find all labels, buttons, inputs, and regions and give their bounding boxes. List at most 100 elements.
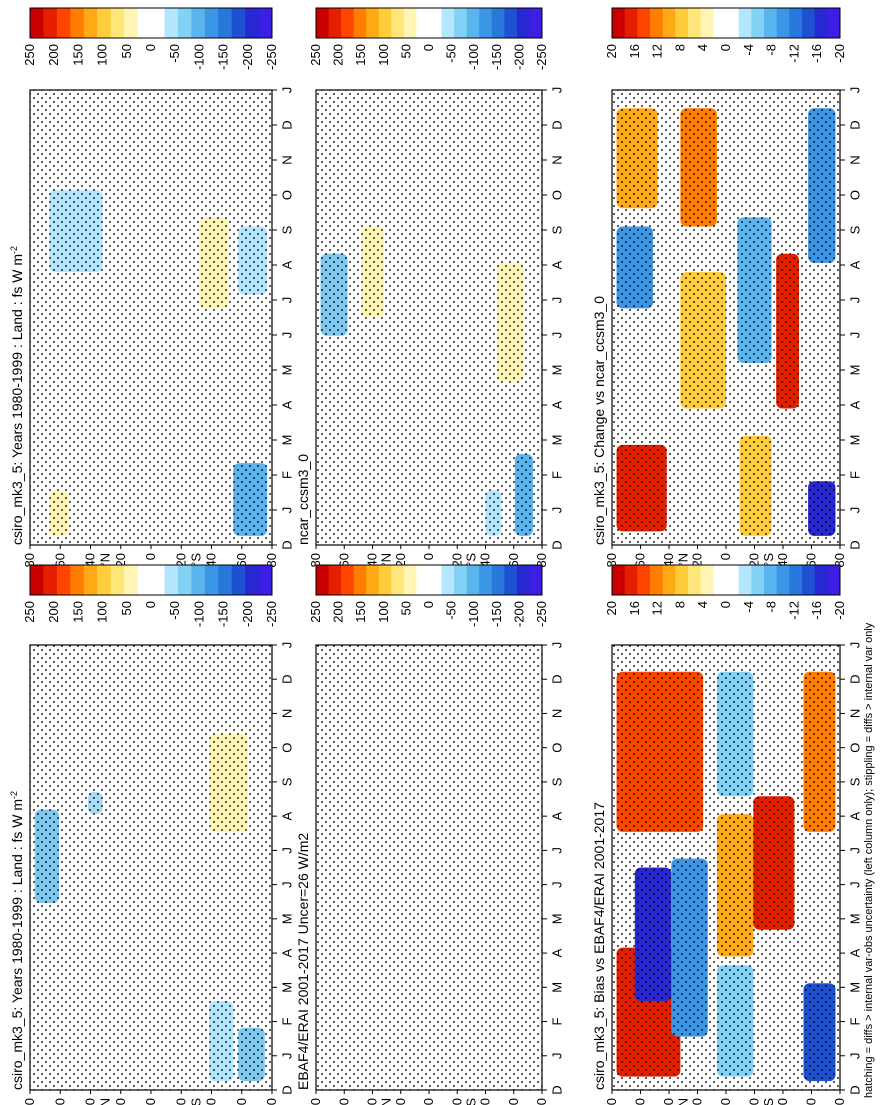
lat-label: 80 bbox=[264, 553, 279, 567]
lat-label: 40 bbox=[204, 553, 219, 567]
colorbar-6: 20 16 12 8 4 0 -4 -8 -12 -16 -20 bbox=[604, 564, 847, 620]
lat-hemi-north: °N bbox=[98, 553, 113, 568]
month-label: M bbox=[279, 982, 294, 993]
month-label: J bbox=[847, 507, 862, 514]
colorbar-swatch bbox=[675, 565, 689, 595]
month-label: F bbox=[847, 1018, 862, 1026]
colorbar-swatch bbox=[164, 8, 179, 38]
colorbar-swatch bbox=[191, 8, 206, 38]
month-label: N bbox=[549, 155, 564, 164]
lat-label: 40 bbox=[478, 1098, 493, 1105]
month-label: J bbox=[279, 332, 294, 339]
colorbar-label: 0 bbox=[421, 601, 436, 608]
colorbar-swatch bbox=[137, 8, 152, 38]
month-label: D bbox=[279, 120, 294, 129]
stippling bbox=[316, 90, 542, 545]
month-label: S bbox=[279, 225, 294, 234]
panel-6: D J F M A M J J A S O N D J 80 60 40 20 0 20 40 60 80 °N °S csiro… bbox=[591, 87, 862, 568]
colorbar-swatch bbox=[662, 565, 676, 595]
colorbar-swatch bbox=[466, 8, 480, 38]
lat-label: 60 bbox=[234, 553, 249, 567]
colorbar-swatch bbox=[204, 565, 219, 595]
colorbar-frame bbox=[611, 7, 841, 39]
month-label: S bbox=[549, 777, 564, 786]
colorbar-swatch bbox=[726, 8, 740, 38]
month-label: D bbox=[847, 675, 862, 684]
lat-label: 60 bbox=[336, 1098, 351, 1105]
month-label: J bbox=[279, 87, 294, 94]
lat-label: 80 bbox=[264, 1098, 279, 1105]
lat-label: 60 bbox=[804, 1098, 819, 1105]
month-label: M bbox=[847, 435, 862, 446]
colorbar-swatch bbox=[827, 8, 841, 38]
colorbar-swatch bbox=[245, 565, 260, 595]
colorbar-swatch bbox=[218, 8, 233, 38]
lat-hemi-south: °S bbox=[463, 1098, 478, 1105]
month-label: S bbox=[279, 777, 294, 786]
colorbar-swatch bbox=[814, 565, 828, 595]
colorbar-swatch bbox=[177, 8, 192, 38]
month-label: J bbox=[549, 297, 564, 304]
colorbar-swatch bbox=[353, 565, 367, 595]
month-label: A bbox=[279, 811, 294, 820]
lat-label: 60 bbox=[234, 1098, 249, 1105]
lat-label: 20 bbox=[113, 1098, 128, 1105]
month-label: A bbox=[847, 948, 862, 957]
colorbar-swatch bbox=[637, 8, 651, 38]
colorbar-label: 4 bbox=[695, 44, 710, 51]
colorbar-swatch bbox=[454, 8, 468, 38]
lat-label: 80 bbox=[604, 1098, 619, 1105]
colorbar-swatch bbox=[429, 8, 443, 38]
lat-label: 20 bbox=[173, 1098, 188, 1105]
colorbar-label: 150 bbox=[353, 44, 368, 66]
colorbar-label: 8 bbox=[672, 601, 687, 608]
colorbar-label: 20 bbox=[604, 601, 619, 615]
colorbar-label: 20 bbox=[604, 44, 619, 58]
colorbar-swatch bbox=[177, 565, 192, 595]
colorbar-label: -4 bbox=[741, 44, 756, 56]
colorbar-swatch bbox=[231, 565, 246, 595]
panel-title: csiro_mk3_5: Years 1980-1999 : Land : fs… bbox=[9, 246, 25, 545]
colorbar-swatch bbox=[258, 8, 273, 38]
month-label: A bbox=[847, 811, 862, 820]
panel-title: csiro_mk3_5: Bias vs EBAF4/ERAI 2001-201… bbox=[591, 802, 607, 1090]
panel-2: D J F M A M J J A S O N D J 80 60 40 20 0 20 40 60 80 °N °S csiro… bbox=[9, 87, 294, 568]
lat-label: 20 bbox=[113, 553, 128, 567]
colorbar-label: 50 bbox=[119, 44, 134, 58]
lat-label: 0 bbox=[718, 1098, 733, 1105]
month-label: D bbox=[847, 540, 862, 549]
lat-hemi-south: °S bbox=[188, 1098, 203, 1105]
colorbar-swatch bbox=[479, 565, 493, 595]
colorbar-swatch bbox=[366, 8, 380, 38]
lat-label: 60 bbox=[804, 553, 819, 567]
month-label: N bbox=[279, 155, 294, 164]
colorbar-swatch bbox=[124, 8, 139, 38]
lat-hemi-north: °N bbox=[379, 553, 394, 568]
colorbar-label: 50 bbox=[119, 601, 134, 615]
colorbar-swatch bbox=[151, 8, 165, 38]
colorbar-label: -12 bbox=[786, 601, 801, 620]
colorbar-frame bbox=[29, 7, 273, 39]
colorbar-label: -250 bbox=[534, 601, 549, 627]
colorbar-swatch bbox=[688, 8, 702, 38]
month-label: O bbox=[549, 190, 564, 200]
lat-label: 80 bbox=[832, 553, 847, 567]
colorbar-swatch bbox=[827, 565, 841, 595]
colorbar-swatch bbox=[56, 565, 71, 595]
colorbar-label: -200 bbox=[240, 601, 255, 627]
month-label: D bbox=[549, 120, 564, 129]
lat-label: 20 bbox=[393, 553, 408, 567]
panel-5: D J F M A M J J A S O N D J 80 60 40 20 0 20 40 60 80 °N °S csiro… bbox=[591, 642, 862, 1105]
stippling bbox=[30, 645, 272, 1090]
lat-label: 20 bbox=[747, 1098, 762, 1105]
colorbar-label: 50 bbox=[398, 601, 413, 615]
month-label: J bbox=[279, 642, 294, 649]
month-label: J bbox=[549, 507, 564, 514]
colorbar-swatch bbox=[700, 565, 714, 595]
colorbar-frame bbox=[315, 7, 543, 39]
colorbar-label: -150 bbox=[216, 44, 231, 70]
colorbar-label: -150 bbox=[216, 601, 231, 627]
month-label: O bbox=[549, 743, 564, 753]
lat-hemi-south: °S bbox=[463, 553, 478, 567]
month-label: A bbox=[847, 260, 862, 269]
